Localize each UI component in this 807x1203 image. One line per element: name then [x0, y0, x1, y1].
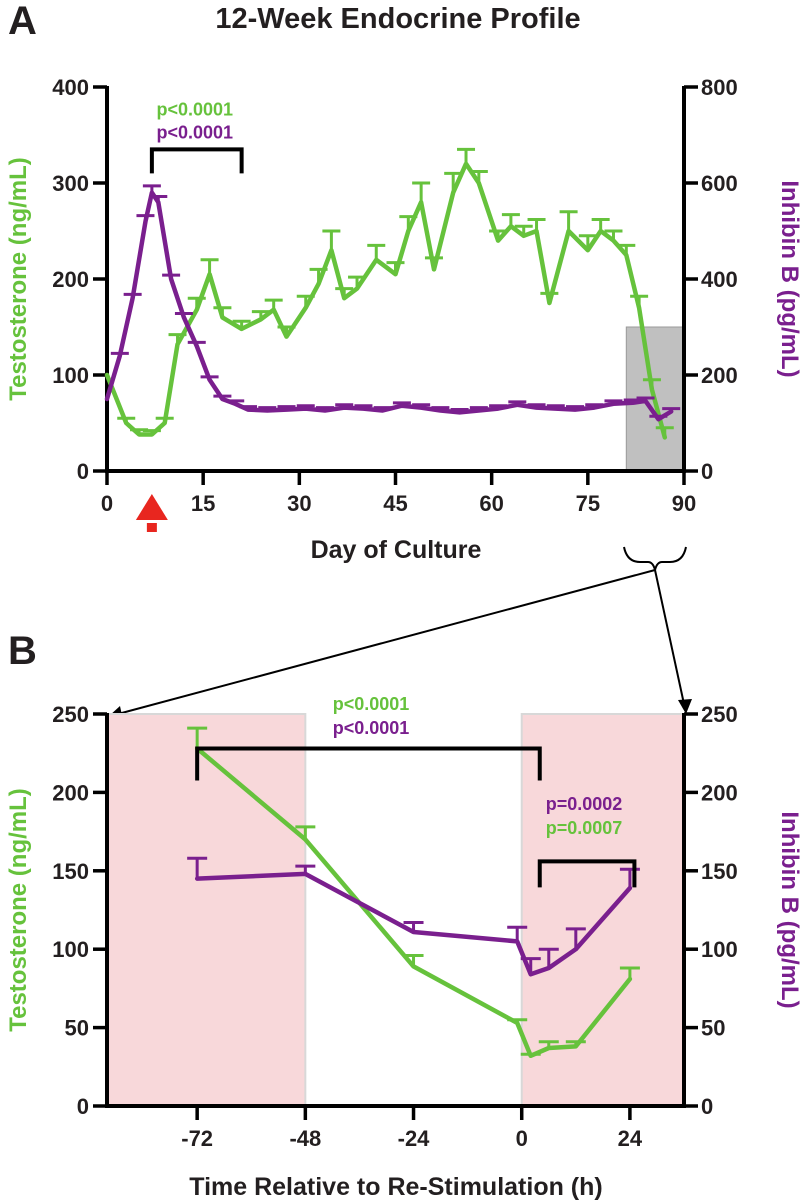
panel-a-x-tick-label: 60: [479, 491, 503, 516]
panel-a-y2-axis-title: Inhibin B (pg/mL): [776, 180, 803, 377]
panel-a-y-tick-label: 100: [52, 363, 89, 388]
panel-b-y2-tick-label: 100: [701, 937, 738, 962]
panel-b-inhibin-line: [194, 871, 633, 977]
panel-b-long-pvalue-inhibin: p<0.0001: [333, 718, 410, 738]
panel-a-x-tick-label: 30: [287, 491, 311, 516]
panel-b-y2-axis-title: Inhibin B (pg/mL): [776, 811, 803, 1008]
panel-b-x-tick-label: -24: [398, 1126, 431, 1151]
panel-a-testosterone-line: [104, 161, 668, 440]
panel-a-y2-tick-label: 0: [701, 459, 713, 484]
stimulation-arrow-stem: [146, 523, 157, 532]
panel-a-y-tick-label: 300: [52, 171, 89, 196]
panel-b-y2-tick-label: 250: [701, 702, 738, 727]
panel-a-x-tick-label: 0: [101, 491, 113, 516]
panel-b-x-tick-label: -48: [289, 1126, 321, 1151]
panel-b-y-axis-title: Testosterone (ng/mL): [5, 788, 32, 1032]
panel-a-x-tick-label: 45: [383, 491, 407, 516]
panel-b-short-pvalue-testosterone: p=0.0007: [546, 818, 623, 838]
stimulation-arrow-icon: [135, 494, 168, 520]
panel-b-y2-tick-label: 0: [701, 1094, 713, 1119]
panel-a-pvalue-testosterone: p<0.0001: [156, 99, 233, 119]
panel-b-testosterone-line: [194, 746, 633, 1059]
panel-a-y-tick-label: 200: [52, 267, 89, 292]
panel-a-letter: A: [8, 0, 37, 43]
panel-b-long-pvalue-testosterone: p<0.0001: [333, 694, 410, 714]
panel-b-x-tick-label: 0: [516, 1126, 528, 1151]
panel-b-y2-tick-label: 150: [701, 859, 738, 884]
panel-b-short-pvalue-inhibin: p=0.0002: [546, 794, 623, 814]
panel-b-x-tick-label: 24: [618, 1126, 643, 1151]
zoom-connector-right: [654, 569, 685, 705]
panel-b-x-axis-title: Time Relative to Re-Stimulation (h): [189, 1173, 602, 1201]
panel-b-y-tick-label: 150: [52, 859, 89, 884]
panel-a-y-axis-title: Testosterone (ng/mL): [5, 157, 32, 401]
panel-b-y-tick-label: 200: [52, 780, 89, 805]
panel-b-restim-window-0: [106, 713, 307, 1107]
panel-a-x-tick-label: 90: [672, 491, 696, 516]
zoom-arrowhead-right-icon: [678, 699, 692, 714]
panel-a-pvalue-inhibin: p<0.0001: [156, 122, 233, 142]
panel-a-chart: 0 100 200 300 400 0 200 400 600 800 0 15 30 45 60 75 90 D…: [5, 75, 803, 720]
panel-a-x-axis-title: Day of Culture: [311, 536, 482, 564]
panel-a-y2-tick-label: 400: [701, 267, 738, 292]
panel-a-y-tick-label: 0: [77, 459, 89, 484]
panel-a-significance-bracket: [149, 147, 244, 174]
panel-a-title: 12-Week Endocrine Profile: [215, 3, 580, 35]
panel-a-x-tick-label: 75: [576, 491, 600, 516]
panel-a-inhibin-line: [104, 190, 674, 422]
panel-b-chart: 0 50 100 150 200 250 0 50 100 150 200 250 -72 -48 -24 0…: [5, 694, 803, 1201]
panel-b-letter: B: [8, 629, 37, 673]
panel-b-y-tick-label: 0: [77, 1094, 89, 1119]
panel-b-y-tick-label: 50: [65, 1016, 89, 1041]
panel-b-significance-bracket-short: [537, 859, 637, 888]
panel-b-significance-bracket-long: [195, 746, 542, 781]
panel-a-y-tick-label: 400: [52, 75, 89, 100]
panel-b-y-tick-label: 250: [52, 702, 89, 727]
panel-a-x-tick-label: 15: [191, 491, 215, 516]
panel-a-y2-tick-label: 800: [701, 75, 738, 100]
panel-b-y2-tick-label: 50: [701, 1016, 725, 1041]
zoom-connector-left: [117, 569, 656, 715]
panel-a-y2-tick-label: 600: [701, 171, 738, 196]
zoom-brace: [623, 546, 687, 571]
panel-a-y2-tick-label: 200: [701, 363, 738, 388]
panel-b-x-tick-label: -72: [181, 1126, 213, 1151]
panel-b-y2-tick-label: 200: [701, 780, 738, 805]
panel-b-y-tick-label: 100: [52, 937, 89, 962]
